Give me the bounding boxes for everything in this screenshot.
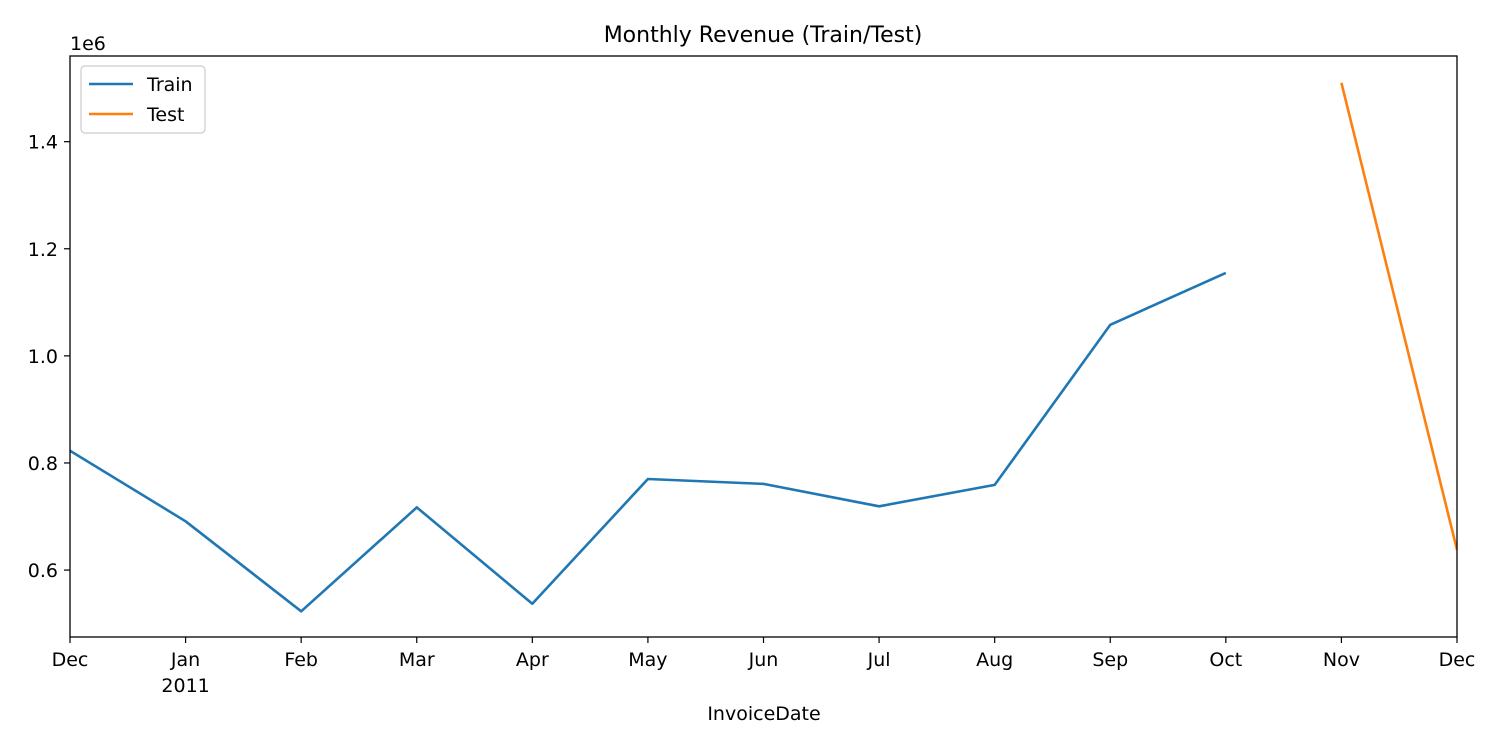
- plot-frame: [69, 55, 1458, 638]
- x-tick-label: Dec: [52, 649, 89, 671]
- x-tick-label: Aug: [976, 649, 1013, 671]
- y-offset-label: 1e6: [70, 33, 106, 55]
- x-tick-label: Jan: [170, 649, 200, 671]
- x-tick-label: May: [628, 649, 667, 671]
- x-tick-label: Apr: [516, 649, 549, 671]
- y-tick-label: 0.8: [28, 453, 58, 475]
- x-tick-sublabel: 2011: [161, 675, 209, 697]
- y-tick-label: 1.0: [28, 346, 58, 368]
- x-axis-label: InvoiceDate: [707, 703, 820, 725]
- y-tick-label: 0.6: [28, 560, 58, 582]
- series-line-test: [1340, 82, 1457, 551]
- legend-label-test: Test: [146, 104, 184, 126]
- x-tick-label: Feb: [284, 649, 318, 671]
- x-tick-label: Mar: [399, 649, 435, 671]
- x-tick-label: Jul: [867, 649, 891, 671]
- legend: Train Test: [80, 65, 206, 134]
- series-line-train: [70, 271, 1227, 613]
- y-tick-label: 1.2: [28, 239, 58, 261]
- x-tick-label: Sep: [1092, 649, 1128, 671]
- y-axis: 0.6 0.8 1.0 1.2 1.4: [28, 132, 70, 582]
- x-tick-label: Jun: [748, 649, 779, 671]
- x-tick-label: Oct: [1209, 649, 1242, 671]
- y-tick-label: 1.4: [28, 132, 58, 154]
- plot-area: [69, 55, 1458, 638]
- x-tick-label: Nov: [1323, 649, 1360, 671]
- legend-label-train: Train: [146, 74, 193, 96]
- x-axis: Dec Jan 2011 Feb Mar Apr May Jun Jul Aug Sep Oct Nov…: [52, 637, 1476, 697]
- x-tick-label: Dec: [1439, 649, 1476, 671]
- chart-title: Monthly Revenue (Train/Test): [604, 23, 923, 48]
